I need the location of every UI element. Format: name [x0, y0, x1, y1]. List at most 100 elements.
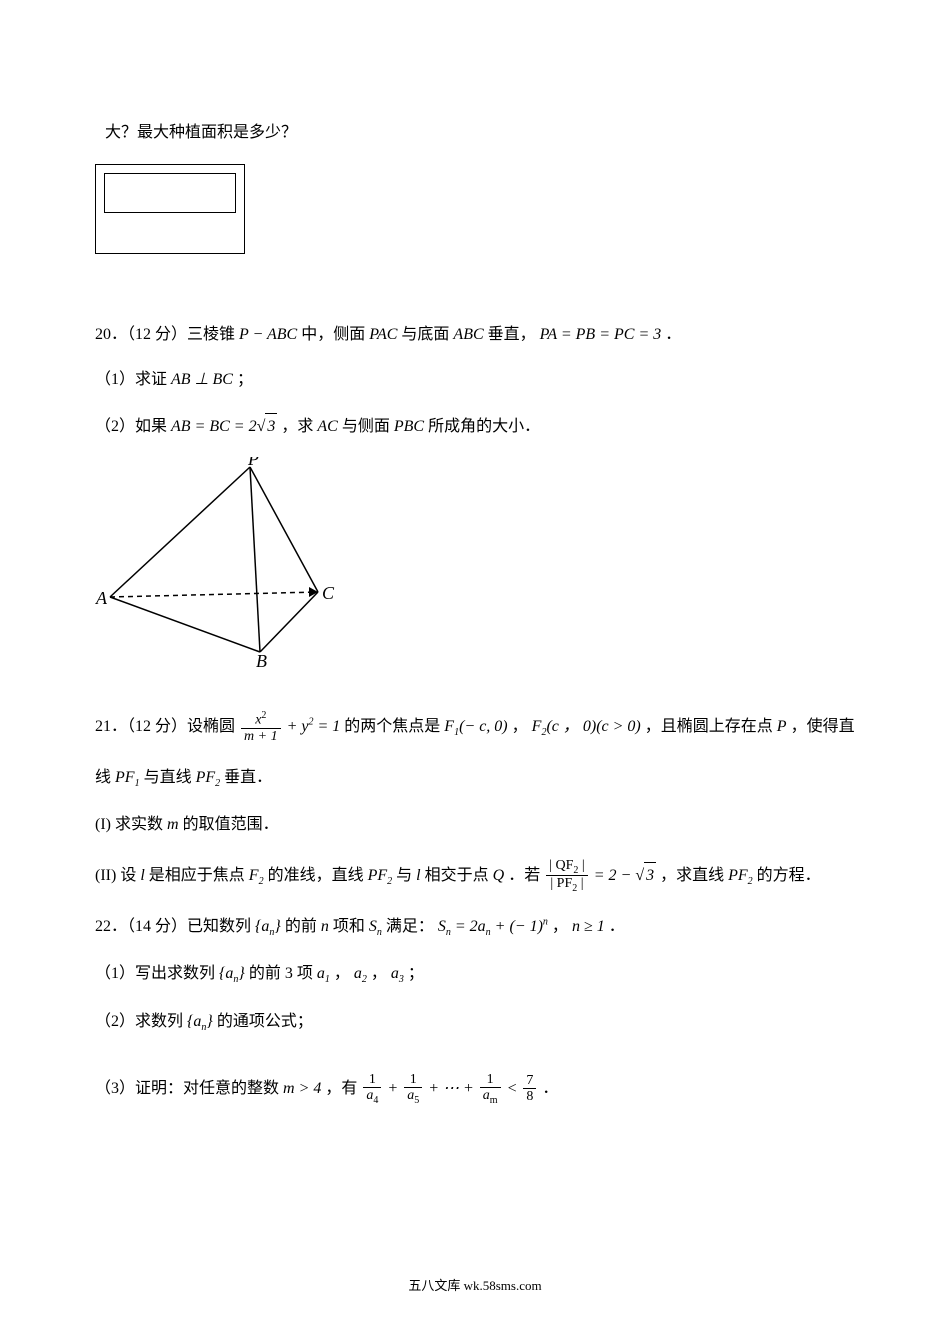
q21-pIIa: (II) 设: [95, 867, 136, 884]
q20-t1: 中，侧面: [301, 326, 365, 343]
q21-pf2: PF2: [196, 769, 221, 786]
q21-t1: 的两个焦点是: [344, 718, 440, 735]
q21-l2: l: [416, 867, 420, 884]
q22-eight: 8: [523, 1089, 536, 1104]
q21-f2: F2(c ， 0)(c > 0): [532, 718, 641, 735]
q20-part1: （1）求证 AB ⊥ BC ；: [95, 367, 855, 393]
q21-t2: ，且椭圆上存在点: [645, 718, 773, 735]
q22-an2s: {a: [219, 965, 233, 982]
q20-p2e: PBC: [394, 418, 424, 435]
q20-p1c: ；: [237, 371, 253, 388]
q21-pf2b: PF2: [368, 867, 393, 884]
q21-pf2bsub: 2: [387, 876, 392, 887]
q21-pf2sub: 2: [215, 778, 220, 789]
q22-an1: {a: [255, 918, 269, 935]
q20-p2d: 与侧面: [342, 418, 390, 435]
q21-pIb: 的取值范围．: [183, 816, 279, 833]
q21-label: 21．（12 分）设椭圆: [95, 718, 235, 735]
q20-expr3: ABC: [453, 326, 483, 343]
q22-an: {an}: [255, 918, 281, 935]
q22-sns: S: [369, 918, 377, 935]
q22-semi: ；: [408, 965, 424, 982]
q21-m: m: [167, 816, 179, 833]
q21-f2bs: F: [249, 867, 259, 884]
q21-f2b: F2: [249, 867, 264, 884]
q20-part2: （2）如果 AB = BC = 2√3 ，求 AC 与侧面 PBC 所成角的大小…: [95, 413, 855, 440]
q21-pIIg: ，求直线: [660, 867, 724, 884]
q22-c1: ，: [334, 965, 350, 982]
q22-a2sub: 2: [362, 975, 367, 986]
q20-expr2: PAC: [369, 326, 397, 343]
q21-pf2csub: 2: [748, 876, 753, 887]
q22-fa5sub: 5: [414, 1095, 419, 1106]
svg-text:B: B: [256, 651, 267, 667]
q22-a2: a2: [354, 965, 367, 982]
q21-qf2c: |: [578, 858, 584, 873]
q21-Q: Q: [493, 867, 505, 884]
q22-eqs: S: [438, 918, 446, 935]
q22-frac-am: 1 am: [480, 1072, 501, 1106]
q21-pf2absc: |: [577, 876, 583, 891]
q22-frac-a4: 1 a4: [363, 1072, 381, 1106]
q22-sn: Sn: [369, 918, 382, 935]
q22-a2s: a: [354, 965, 362, 982]
q21-line2: 线 PF1 与直线 PF2 垂直．: [95, 765, 855, 792]
q22-an2c: }: [238, 965, 244, 982]
q21-f1: F1(− c, 0): [444, 718, 507, 735]
q22-fam: a: [483, 1088, 490, 1103]
q21-f1p: (− c, 0): [459, 718, 508, 735]
q22-t4: ，: [552, 918, 568, 935]
svg-text:P: P: [247, 457, 259, 469]
q22-eq3: + (− 1): [491, 918, 543, 935]
q21-pf2s: PF: [196, 769, 216, 786]
q22-a3s: a: [391, 965, 399, 982]
q20-stem: 20．（12 分）三棱锥 P − ABC 中，侧面 PAC 与底面 ABC 垂直…: [95, 322, 855, 348]
q22-label: 22．（14 分）已知数列: [95, 918, 251, 935]
q21-l1: l: [140, 867, 144, 884]
q22-t3: 满足：: [386, 918, 434, 935]
q21-frac-sup: 2: [261, 710, 266, 721]
q21-f2bsub: 2: [259, 876, 264, 887]
q21-pI: (I) 求实数: [95, 816, 163, 833]
q22-a1sub: 1: [325, 975, 330, 986]
q22-t5: ．: [609, 918, 625, 935]
q21-line2b: 与直线: [144, 769, 192, 786]
q22-an2: {an}: [219, 965, 245, 982]
q22-part2: （2）求数列 {an} 的通项公式；: [95, 1009, 855, 1036]
q21-pIIf: ．若: [508, 867, 540, 884]
q20-p2b: ，求: [281, 418, 313, 435]
q21-pIIe: 相交于点: [425, 867, 489, 884]
q21-stem: 21．（12 分）设椭圆 x2 m + 1 + y2 = 1 的两个焦点是 F1…: [95, 710, 855, 744]
q22-stem: 22．（14 分）已知数列 {an} 的前 n 项和 Sn 满足： Sn = 2…: [95, 914, 855, 941]
q21-pf1s: PF: [115, 769, 135, 786]
q22-p3m: m > 4: [283, 1080, 321, 1097]
q22-part3: （3）证明：对任意的整数 m > 4 ，有 1 a4 + 1 a5 + ⋯ + …: [95, 1072, 855, 1106]
q20-expr1: P − ABC: [239, 326, 297, 343]
tetrahedron-diagram: P A C B: [90, 457, 338, 667]
q22-cond: n ≥ 1: [572, 918, 605, 935]
q21-qf2: | QF: [549, 858, 573, 873]
q22-p3a: （3）证明：对任意的整数: [95, 1080, 279, 1097]
q21-pIId: 与: [396, 867, 412, 884]
svg-text:A: A: [95, 588, 108, 608]
q22-anc: }: [274, 918, 280, 935]
page-footer: 五八文库 wk.58sms.com: [0, 1275, 950, 1294]
q22-p2b: 的通项公式；: [217, 1013, 313, 1030]
q21-pf1sub: 1: [135, 778, 140, 789]
q22-dots: + ⋯ +: [428, 1080, 478, 1097]
q22-famsub: m: [490, 1095, 498, 1106]
q22-seven: 7: [523, 1073, 536, 1089]
q20-p2f: 所成角的大小．: [428, 418, 540, 435]
q19-tail: 大？最大种植面积是多少？: [105, 120, 855, 146]
q21-sqrt3: 3: [644, 862, 656, 889]
svg-text:C: C: [322, 583, 335, 603]
q20-sqrt3: 3: [265, 413, 277, 440]
q21-part2: (II) 设 l 是相应于焦点 F2 的准线，直线 PF2 与 l 相交于点 Q…: [95, 858, 855, 895]
q20-p1b: AB ⊥ BC: [171, 371, 233, 388]
q22-a3sub: 3: [399, 975, 404, 986]
q20-p2-expr: AB = BC = 2√3: [171, 418, 281, 435]
q22-fa4sub: 4: [373, 1095, 378, 1106]
q22-t2: 项和: [333, 918, 365, 935]
q22-a1s: a: [317, 965, 325, 982]
q22-a1: a1: [317, 965, 330, 982]
